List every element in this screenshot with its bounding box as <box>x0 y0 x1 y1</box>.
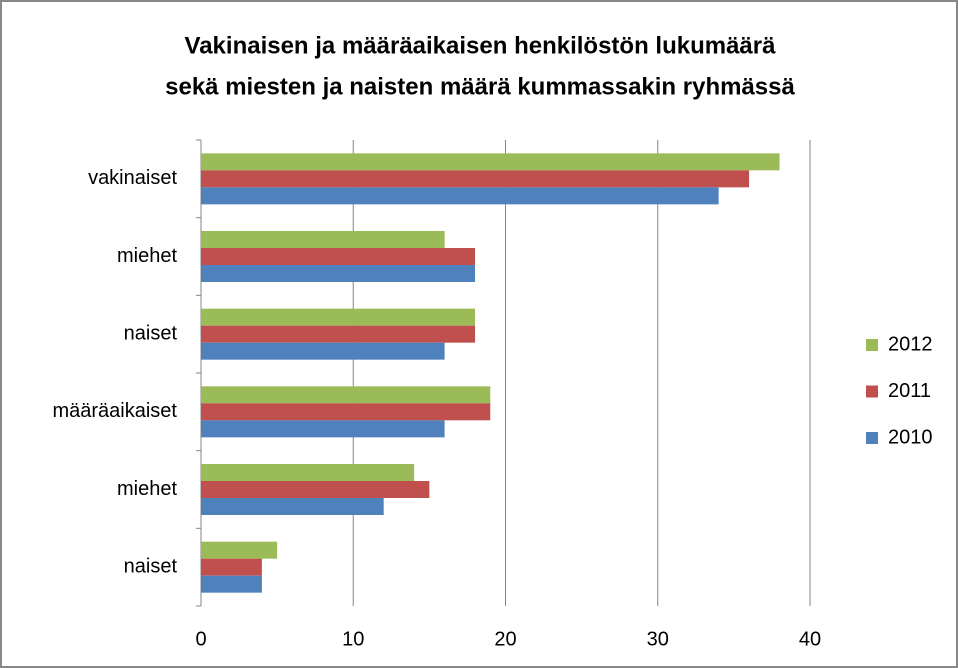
y-tick-label: naiset <box>124 555 178 577</box>
x-tick-label: 20 <box>494 628 516 650</box>
legend-label: 2012 <box>888 333 933 355</box>
bar <box>201 153 780 171</box>
bar <box>201 325 476 343</box>
x-tick-label: 30 <box>647 628 669 650</box>
legend-label: 2010 <box>888 426 933 448</box>
bar <box>201 308 476 326</box>
bar <box>201 187 719 205</box>
chart-title: sekä miesten ja naisten määrä kummassaki… <box>165 73 795 100</box>
y-tick-label: vakinaiset <box>88 167 177 189</box>
bar <box>201 170 750 188</box>
chart-title: Vakinaisen ja määräaikaisen henkilöstön … <box>185 32 777 59</box>
bar <box>201 420 445 438</box>
bar <box>201 386 491 404</box>
y-tick-label: naiset <box>124 322 178 344</box>
bar <box>201 342 445 360</box>
x-tick-label: 10 <box>342 628 364 650</box>
bar <box>201 464 415 481</box>
bar <box>201 558 262 576</box>
y-tick-label: miehet <box>117 245 177 267</box>
bar <box>201 403 491 421</box>
bar <box>201 231 445 248</box>
legend-swatch <box>866 339 878 351</box>
y-tick-label: määräaikaiset <box>52 400 177 422</box>
bar <box>201 575 262 593</box>
bar <box>201 541 278 559</box>
legend-swatch <box>866 432 878 444</box>
legend-label: 2011 <box>888 380 931 402</box>
y-tick-label: miehet <box>117 478 177 500</box>
bar <box>201 265 476 282</box>
legend-swatch <box>866 385 878 398</box>
x-tick-label: 0 <box>195 628 206 650</box>
bar <box>201 481 430 498</box>
x-tick-label: 40 <box>799 628 821 650</box>
bar <box>201 248 476 265</box>
bar <box>201 498 384 515</box>
